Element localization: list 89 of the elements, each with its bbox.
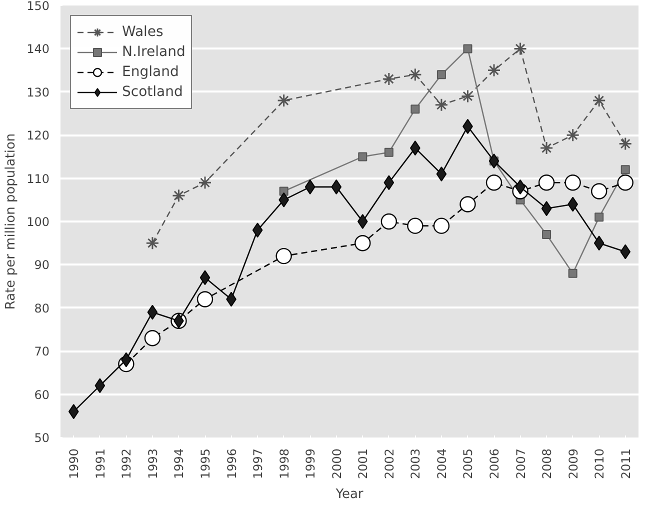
x-tick-label: 2003	[408, 448, 423, 480]
point	[68, 404, 79, 420]
x-tick-label: 2008	[540, 448, 554, 480]
point	[433, 218, 450, 234]
point	[384, 148, 394, 157]
y-tick-label: 80	[34, 301, 50, 316]
y-tick-label: 110	[26, 172, 50, 186]
point	[541, 201, 552, 216]
x-tick-label: 1990	[67, 448, 82, 480]
point	[564, 174, 581, 191]
x-tick-label: 1993	[146, 448, 160, 480]
x-tick-label: 1996	[224, 448, 239, 480]
x-tick-label: 1992	[120, 448, 134, 480]
point	[276, 248, 292, 264]
point	[538, 174, 555, 191]
y-tick-label: 150	[26, 0, 50, 13]
x-tick-label: 1997	[251, 448, 266, 480]
point	[460, 89, 474, 103]
point	[94, 378, 106, 394]
legend-label: N.Ireland	[122, 44, 186, 60]
point	[620, 165, 630, 174]
point	[354, 235, 371, 252]
point	[331, 179, 342, 194]
y-axis-title: Rate per million population	[4, 133, 19, 310]
point	[568, 268, 578, 278]
point	[358, 152, 368, 162]
x-tick-label: 1995	[198, 448, 212, 480]
x-tick-label: 2000	[330, 448, 344, 480]
point	[434, 98, 448, 112]
point	[463, 44, 472, 54]
x-tick-label: 2010	[592, 448, 607, 480]
legend-label: England	[122, 64, 179, 80]
x-tick-label: 1999	[304, 448, 318, 480]
point	[147, 304, 158, 320]
point	[460, 196, 476, 212]
x-tick-label: 2002	[382, 448, 396, 480]
point	[196, 291, 214, 308]
point	[384, 175, 394, 190]
point	[594, 236, 604, 251]
point	[172, 188, 186, 202]
point	[542, 230, 552, 239]
point	[620, 244, 631, 260]
point	[380, 213, 398, 230]
point	[540, 141, 554, 155]
y-tick-label: 70	[34, 344, 50, 359]
point	[252, 222, 263, 238]
y-tick-label: 140	[26, 42, 50, 56]
x-tick-label: 2004	[434, 448, 449, 480]
legend-label: Scotland	[122, 84, 183, 100]
y-tick-label: 130	[26, 85, 50, 100]
point	[618, 136, 632, 150]
point	[198, 176, 212, 190]
x-tick-label: 2007	[514, 448, 528, 480]
point	[514, 42, 528, 56]
point	[617, 174, 634, 191]
point	[410, 104, 420, 114]
point	[407, 218, 424, 234]
x-tick-label: 2006	[488, 448, 502, 480]
point	[486, 174, 502, 191]
x-tick-label: 1994	[172, 448, 186, 480]
legend-label: Wales	[122, 24, 164, 40]
y-tick-label: 50	[34, 431, 50, 445]
x-tick-label: 2011	[618, 448, 633, 480]
x-axis-title: Year	[334, 487, 364, 502]
point	[594, 212, 604, 222]
x-tick-label: 1998	[277, 448, 292, 480]
point	[357, 214, 368, 229]
point	[566, 128, 580, 142]
point	[436, 166, 447, 182]
point	[592, 94, 606, 108]
point	[382, 72, 396, 86]
point	[590, 183, 608, 200]
point	[144, 330, 161, 346]
y-tick-label: 100	[26, 215, 50, 229]
x-tick-label: 2001	[356, 448, 370, 480]
y-tick-label: 90	[34, 258, 50, 272]
point	[488, 154, 500, 169]
y-tick-label: 120	[26, 128, 50, 143]
point	[408, 68, 422, 82]
point	[436, 70, 446, 80]
point	[277, 94, 291, 108]
point	[304, 179, 316, 194]
point	[487, 64, 501, 78]
x-tick-label: 2009	[566, 448, 580, 480]
y-tick-label: 60	[34, 388, 50, 402]
x-tick-label: 2005	[461, 448, 476, 480]
x-tick-label: 1991	[93, 448, 108, 480]
point	[200, 270, 210, 286]
point	[146, 236, 160, 250]
